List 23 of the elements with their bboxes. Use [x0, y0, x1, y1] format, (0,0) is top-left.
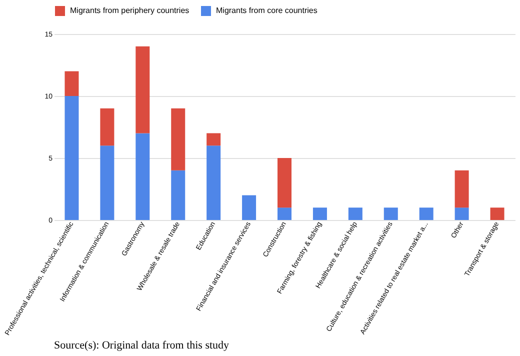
bar	[454, 170, 469, 208]
bar	[136, 133, 150, 220]
bar	[348, 208, 362, 220]
bar	[206, 133, 221, 146]
legend-label: Migrants from core countries	[216, 6, 318, 15]
bar	[206, 146, 221, 220]
bar	[384, 208, 398, 220]
bar	[136, 46, 150, 134]
bar	[242, 195, 256, 220]
bar	[419, 208, 434, 220]
bar	[454, 208, 469, 220]
legend-label: Migrants from periphery countries	[70, 6, 190, 15]
bar	[490, 208, 504, 220]
bar	[278, 208, 292, 220]
bar	[64, 71, 79, 96]
bar	[278, 158, 292, 208]
bar	[171, 108, 186, 170]
bar	[100, 108, 114, 146]
source-note: Source(s): Original data from this study	[54, 340, 230, 352]
bar	[312, 208, 327, 220]
bar	[100, 146, 114, 220]
bar	[64, 96, 79, 220]
bar	[171, 170, 186, 220]
